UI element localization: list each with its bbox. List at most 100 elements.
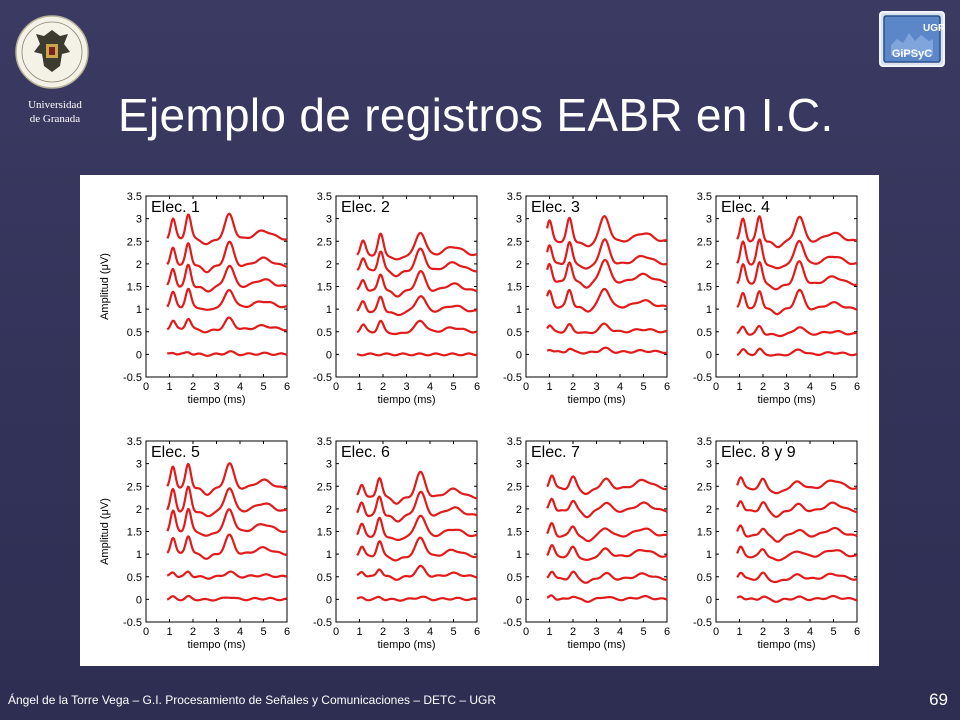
trace-line-5 [736,500,858,518]
y-tick-label: -0.5 [693,372,712,384]
y-tick-label: -0.5 [503,617,522,629]
y-tick-label: -0.5 [693,617,712,629]
x-tick-label: 2 [190,626,196,638]
trace-line-2 [356,319,478,336]
y-tick-label: 2 [516,504,522,516]
trace-line-5 [736,238,858,270]
x-tick-label: 1 [356,381,362,393]
x-axis-label: tiempo (ms) [567,639,625,651]
y-tick-label: 3.5 [697,191,712,203]
gipsyc-lab-logo: UGR GiPSyC [879,11,946,67]
x-axis-label: tiempo (ms) [187,639,245,651]
panel-label: Elec. 8 y 9 [721,444,796,461]
x-tick-label: 3 [213,381,219,393]
x-tick-label: 0 [713,626,719,638]
trace-line-5 [546,497,668,519]
trace-line-2 [166,316,288,334]
trace-line-2 [546,570,668,584]
trace-line-5 [546,238,668,270]
x-tick-label: 3 [593,381,599,393]
y-tick-label: 2 [136,504,142,516]
x-tick-label: 4 [617,626,623,638]
trace-line-1 [356,352,478,357]
trace-line-6 [166,462,288,496]
y-tick-label: 0.5 [697,572,712,584]
y-axis-label: Amplitud (μV) [99,498,111,565]
trace-line-1 [546,594,668,603]
y-tick-label: 1.5 [507,527,522,539]
y-tick-label: 0 [516,349,522,361]
y-tick-label: 0.5 [127,327,142,339]
y-tick-label: 1.5 [697,527,712,539]
x-tick-label: 5 [830,626,836,638]
x-axis-label: tiempo (ms) [567,394,625,406]
y-tick-label: 3 [136,459,142,471]
trace-line-5 [166,485,288,518]
y-tick-label: 2.5 [317,236,332,248]
eabr-figure: 0 1 2 3 4 5 6 -0.5 0 0.5 1 1.5 2 2.5 3 3.5 tiempo (ms) Am… [80,175,879,666]
trace-line-2 [356,564,478,581]
x-tick-label: 4 [427,626,433,638]
panel-label: Elec. 1 [151,199,200,216]
trace-line-5 [356,247,478,278]
x-tick-label: 1 [166,381,172,393]
x-tick-label: 6 [854,381,860,393]
trace-line-3 [356,295,478,317]
x-tick-label: 5 [450,381,456,393]
trace-line-4 [356,514,478,541]
plot-frame [715,440,858,623]
x-tick-label: 4 [617,381,623,393]
trace-line-3 [736,288,858,316]
trace-line-1 [166,350,288,357]
x-tick-label: 6 [474,381,480,393]
y-tick-label: 2.5 [697,236,712,248]
y-tick-label: 1.5 [127,282,142,294]
x-tick-label: 6 [284,626,290,638]
panel-label: Elec. 6 [341,444,390,461]
x-tick-label: 6 [854,626,860,638]
y-tick-label: 2 [136,259,142,271]
y-tick-label: 2 [326,259,332,271]
y-tick-label: 0.5 [507,327,522,339]
x-tick-label: 5 [830,381,836,393]
y-tick-label: -0.5 [503,372,522,384]
trace-line-6 [546,215,668,248]
y-tick-label: 0.5 [317,572,332,584]
y-tick-label: 3 [326,214,332,226]
trace-line-2 [166,570,288,580]
x-axis-label: tiempo (ms) [187,394,245,406]
y-tick-label: 2.5 [317,481,332,493]
trace-line-6 [166,212,288,246]
x-tick-label: 1 [546,626,552,638]
x-tick-label: 5 [640,626,646,638]
trace-line-6 [736,215,858,249]
slide-title: Ejemplo de registros EABR en I.C. [118,89,834,141]
y-tick-label: 1 [326,549,332,561]
y-tick-label: 3 [516,459,522,471]
x-axis-label: tiempo (ms) [377,639,435,651]
trace-line-6 [356,470,478,505]
university-name-line2: de Granada [29,113,81,125]
trace-line-3 [166,287,288,311]
y-tick-label: 3 [136,214,142,226]
y-tick-label: 2.5 [127,236,142,248]
x-tick-label: 0 [143,381,149,393]
y-tick-label: 3.5 [317,191,332,203]
x-tick-label: 1 [736,626,742,638]
y-tick-label: 3 [516,214,522,226]
y-tick-label: 0.5 [507,572,522,584]
x-tick-label: 4 [807,381,813,393]
y-tick-label: 2.5 [507,481,522,493]
trace-line-1 [736,594,858,603]
y-tick-label: 1 [516,549,522,561]
y-tick-label: 2 [516,259,522,271]
y-tick-label: 0 [326,349,332,361]
y-tick-label: 0 [136,349,142,361]
x-tick-label: 0 [333,626,339,638]
y-tick-label: 0 [706,594,712,606]
